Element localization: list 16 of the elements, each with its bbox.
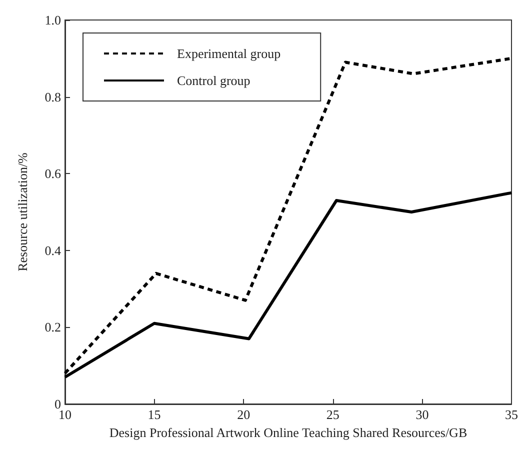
x-tick-label: 25	[326, 407, 340, 422]
y-tick-label: 1.0	[44, 12, 61, 28]
x-tick-label: 15	[148, 407, 161, 422]
legend-label: Experimental group	[177, 46, 281, 61]
legend-label: Control group	[177, 73, 250, 88]
y-tick-label: 0.4	[44, 242, 62, 258]
x-axis-title: Design Professional Artwork Online Teaching Shared Resources/GB	[109, 425, 468, 440]
y-tick-label: 0.6	[44, 166, 62, 182]
x-tick-label: 20	[237, 407, 250, 422]
x-tick-label: 35	[505, 407, 518, 422]
x-tick-label: 10	[58, 407, 72, 422]
y-tick-label: 0.2	[44, 320, 61, 335]
y-tick-label: 0	[54, 396, 61, 412]
x-tick-label: 30	[416, 407, 429, 422]
y-axis-title: Resource utilization/%	[15, 152, 30, 272]
y-tick-label: 0.8	[44, 89, 61, 104]
